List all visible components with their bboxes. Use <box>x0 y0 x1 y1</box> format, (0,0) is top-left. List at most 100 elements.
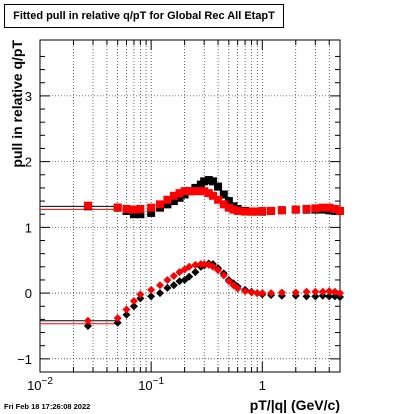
data-point-red-upper <box>191 187 200 196</box>
data-point-red <box>224 277 233 286</box>
data-point-red <box>241 287 250 296</box>
data-point-black-upper <box>219 190 228 199</box>
data-point-black-upper <box>129 210 138 219</box>
x-tick-label: 10−2 <box>27 376 53 393</box>
data-point-red-upper <box>180 187 189 196</box>
data-point-red-upper <box>129 205 138 214</box>
data-point-black <box>122 310 131 319</box>
x-tick-label: 1 <box>259 378 266 393</box>
data-point-black <box>302 292 311 301</box>
data-point-red-upper <box>233 206 242 215</box>
data-point-red <box>291 288 300 297</box>
data-point-black <box>147 292 156 301</box>
data-point-red-upper <box>253 207 262 216</box>
data-point-red <box>267 289 276 298</box>
data-point-red <box>191 260 200 269</box>
data-point-black-upper <box>204 176 213 185</box>
data-point-red-upper <box>318 203 327 212</box>
data-point-red-upper <box>336 206 344 215</box>
data-point-black <box>155 289 164 298</box>
data-point-red <box>302 287 311 296</box>
data-point-red-upper <box>224 203 233 212</box>
data-point-black-upper <box>175 193 184 202</box>
data-point-red <box>214 266 223 275</box>
y-tick-label: 0 <box>25 286 32 301</box>
data-point-red-upper <box>113 203 122 212</box>
data-point-red-upper <box>214 195 223 204</box>
data-point-red-upper <box>136 204 145 213</box>
data-point-black-upper <box>208 177 217 186</box>
timestamp-footer: Fri Feb 18 17:26:08 2022 <box>4 402 91 411</box>
data-point-black <box>83 321 92 330</box>
data-point-black <box>129 302 138 311</box>
x-tick-label: 10−1 <box>138 376 164 393</box>
y-tick-label: 3 <box>25 89 32 104</box>
data-point-red <box>233 284 242 293</box>
data-point-red <box>169 272 178 281</box>
data-point-red-upper <box>241 207 250 216</box>
data-point-red-upper <box>311 204 320 213</box>
data-point-red <box>185 262 194 271</box>
data-point-black <box>330 292 339 301</box>
data-point-black-upper <box>200 177 209 186</box>
data-point-black <box>311 292 320 301</box>
y-tick-label: −1 <box>17 352 32 367</box>
data-point-red-upper <box>147 203 156 212</box>
data-point-red <box>258 289 267 298</box>
data-point-red-upper <box>258 206 267 215</box>
data-point-red <box>147 285 156 294</box>
data-point-red <box>83 316 92 325</box>
data-point-black <box>185 272 194 281</box>
data-point-red <box>129 296 138 305</box>
data-point-black-upper <box>214 182 223 191</box>
data-point-black <box>191 268 200 277</box>
data-point-red <box>311 287 320 296</box>
data-point-red-upper <box>208 191 217 200</box>
data-point-black-upper <box>136 210 145 219</box>
data-point-red <box>325 287 334 296</box>
y-tick-label: 1 <box>25 220 32 235</box>
data-point-red-upper <box>277 206 286 215</box>
data-point-red-upper <box>169 191 178 200</box>
data-point-red-upper <box>267 206 276 215</box>
data-point-black <box>113 318 122 327</box>
data-point-red-upper <box>200 187 209 196</box>
data-point-red-upper <box>247 207 256 216</box>
data-point-red-upper <box>219 200 228 209</box>
data-point-black <box>163 283 172 292</box>
data-point-red <box>253 289 262 298</box>
data-point-red <box>318 287 327 296</box>
data-point-red-upper <box>122 204 131 213</box>
data-point-black-upper <box>169 197 178 206</box>
data-point-black-upper <box>224 197 233 206</box>
chart-title: Fitted pull in relative q/pT for Global … <box>13 10 275 22</box>
data-point-black-upper <box>163 200 172 209</box>
data-point-red <box>155 281 164 290</box>
chart-title-box: Fitted pull in relative q/pT for Global … <box>4 4 284 28</box>
data-point-black <box>325 292 334 301</box>
data-point-red-upper <box>163 195 172 204</box>
data-point-red <box>208 262 217 271</box>
y-tick-label: 2 <box>25 155 32 170</box>
data-point-red <box>336 289 344 298</box>
data-point-red <box>136 290 145 299</box>
data-point-red-upper <box>229 205 238 214</box>
data-point-red <box>122 305 131 314</box>
y-axis-label: pull in relative q/pT <box>9 40 25 168</box>
data-point-red <box>163 275 172 284</box>
data-point-red <box>247 288 256 297</box>
data-point-red-upper <box>291 205 300 214</box>
data-point-red-upper <box>175 189 184 198</box>
data-point-red <box>113 314 122 323</box>
data-point-red-upper <box>302 204 311 213</box>
data-point-black-upper <box>147 208 156 217</box>
data-point-red-upper <box>325 203 334 212</box>
x-axis-label: pT/|q| (GeV/c) <box>250 397 340 413</box>
data-point-red-upper <box>155 200 164 209</box>
data-point-red-upper <box>204 189 213 198</box>
data-point-black <box>169 281 178 290</box>
data-point-red-upper <box>185 187 194 196</box>
data-point-red <box>277 288 286 297</box>
data-point-red-upper <box>330 204 339 213</box>
